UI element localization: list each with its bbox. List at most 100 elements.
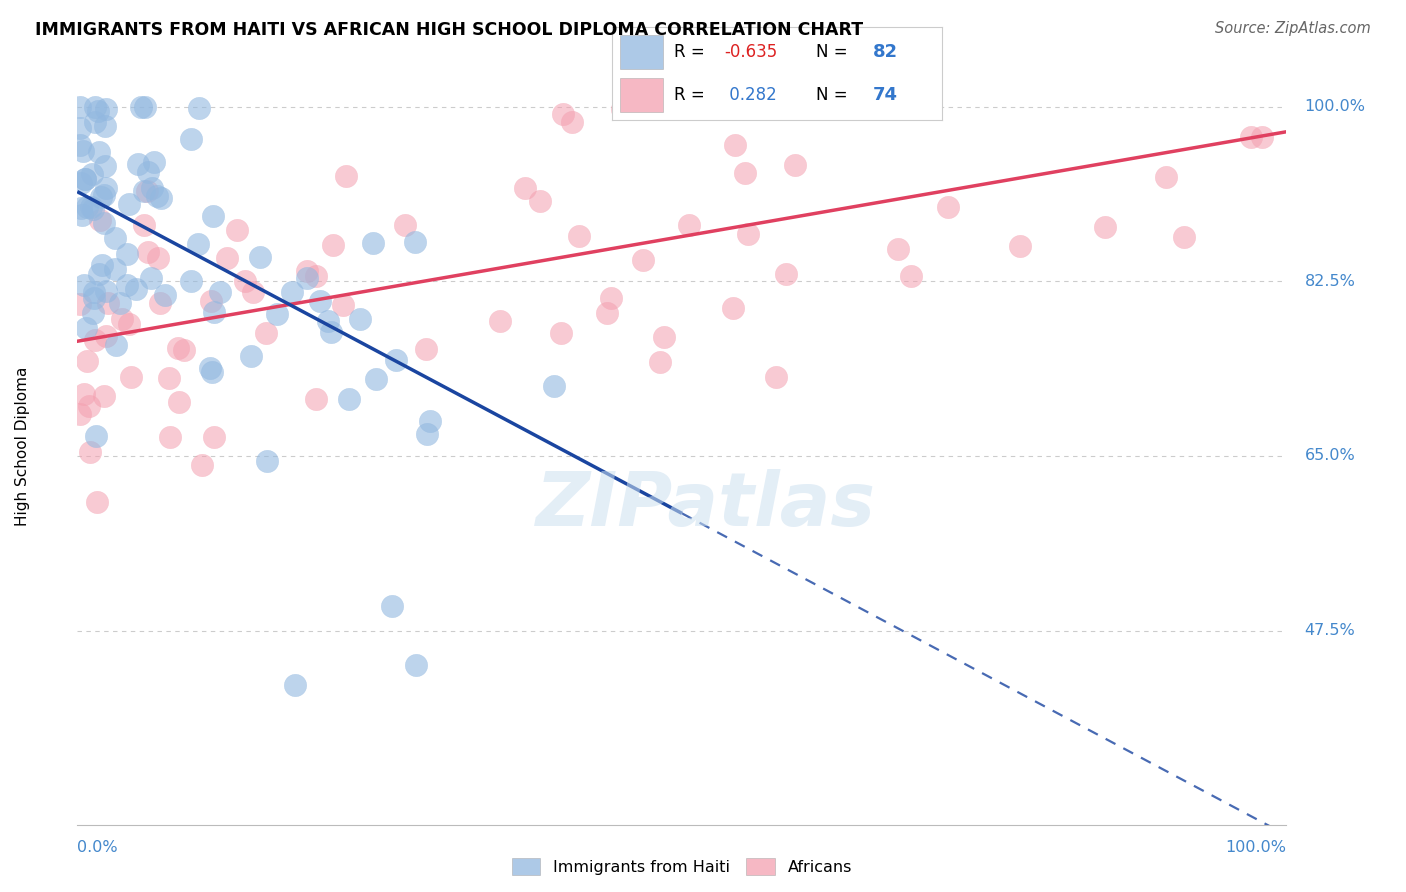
- Point: [134, 100, 156, 114]
- Point: [132, 218, 155, 232]
- Point: [76, 353, 98, 368]
- Point: [1240, 130, 1263, 145]
- Point: [226, 223, 249, 237]
- Point: [332, 298, 354, 312]
- Point: [70, 208, 93, 222]
- Point: [335, 169, 357, 183]
- Point: [550, 326, 572, 340]
- Point: [280, 285, 302, 300]
- Point: [295, 264, 318, 278]
- Point: [75, 321, 97, 335]
- Point: [405, 658, 427, 673]
- Text: 100.0%: 100.0%: [1305, 99, 1365, 114]
- Point: [69, 201, 91, 215]
- Point: [529, 194, 551, 209]
- Point: [561, 115, 583, 129]
- Point: [319, 325, 342, 339]
- Text: N =: N =: [817, 87, 853, 104]
- Text: 0.0%: 0.0%: [77, 840, 118, 855]
- Point: [111, 312, 134, 326]
- Point: [513, 181, 536, 195]
- Point: [316, 314, 339, 328]
- Point: [69, 296, 91, 310]
- Text: 65.0%: 65.0%: [1305, 449, 1355, 464]
- Point: [394, 219, 416, 233]
- Text: 47.5%: 47.5%: [1305, 623, 1355, 638]
- Point: [775, 267, 797, 281]
- Point: [215, 251, 238, 265]
- Point: [305, 268, 328, 283]
- Point: [141, 271, 163, 285]
- Point: [200, 293, 222, 308]
- Point: [166, 342, 188, 356]
- Point: [90, 190, 112, 204]
- Point: [69, 120, 91, 135]
- Point: [242, 285, 264, 299]
- Text: 74: 74: [873, 87, 897, 104]
- Text: 82.5%: 82.5%: [1305, 274, 1355, 289]
- Point: [86, 429, 108, 443]
- Point: [235, 274, 257, 288]
- Point: [84, 333, 107, 347]
- Point: [1173, 229, 1195, 244]
- Point: [678, 218, 700, 232]
- Text: -0.635: -0.635: [724, 43, 778, 61]
- Point: [104, 338, 127, 352]
- Point: [104, 231, 127, 245]
- Point: [146, 252, 169, 266]
- Point: [765, 370, 787, 384]
- Point: [69, 100, 91, 114]
- Point: [631, 252, 654, 267]
- Point: [180, 132, 202, 146]
- Point: [173, 343, 195, 357]
- Point: [201, 365, 224, 379]
- Point: [188, 102, 211, 116]
- Text: 0.282: 0.282: [724, 87, 776, 104]
- Point: [734, 166, 756, 180]
- Point: [136, 244, 159, 259]
- FancyBboxPatch shape: [620, 78, 662, 112]
- Point: [129, 100, 152, 114]
- Point: [94, 120, 117, 134]
- Point: [785, 158, 807, 172]
- Point: [120, 369, 142, 384]
- Point: [202, 305, 225, 319]
- Point: [364, 372, 387, 386]
- Point: [568, 229, 591, 244]
- Point: [91, 258, 114, 272]
- Point: [93, 188, 115, 202]
- Point: [721, 301, 744, 316]
- Text: High School Diploma: High School Diploma: [15, 367, 31, 525]
- Point: [79, 445, 101, 459]
- Point: [82, 202, 104, 216]
- Point: [125, 282, 148, 296]
- Point: [1094, 219, 1116, 234]
- Point: [846, 100, 869, 114]
- Point: [89, 267, 111, 281]
- Point: [405, 235, 427, 250]
- Point: [322, 238, 344, 252]
- Point: [73, 387, 96, 401]
- Text: ZIPatlas: ZIPatlas: [536, 469, 876, 542]
- Point: [69, 177, 91, 191]
- Point: [104, 262, 127, 277]
- Point: [254, 326, 277, 341]
- Text: N =: N =: [817, 43, 853, 61]
- Point: [76, 200, 98, 214]
- Point: [337, 392, 360, 406]
- Point: [72, 144, 94, 158]
- Point: [143, 155, 166, 169]
- Text: Source: ZipAtlas.com: Source: ZipAtlas.com: [1215, 21, 1371, 36]
- Point: [94, 102, 117, 116]
- Point: [89, 145, 111, 160]
- Point: [77, 400, 100, 414]
- Point: [202, 430, 225, 444]
- Point: [723, 138, 745, 153]
- Point: [93, 216, 115, 230]
- Point: [737, 227, 759, 241]
- Point: [349, 311, 371, 326]
- Point: [94, 181, 117, 195]
- Point: [1010, 239, 1032, 253]
- Point: [595, 305, 617, 319]
- Point: [266, 307, 288, 321]
